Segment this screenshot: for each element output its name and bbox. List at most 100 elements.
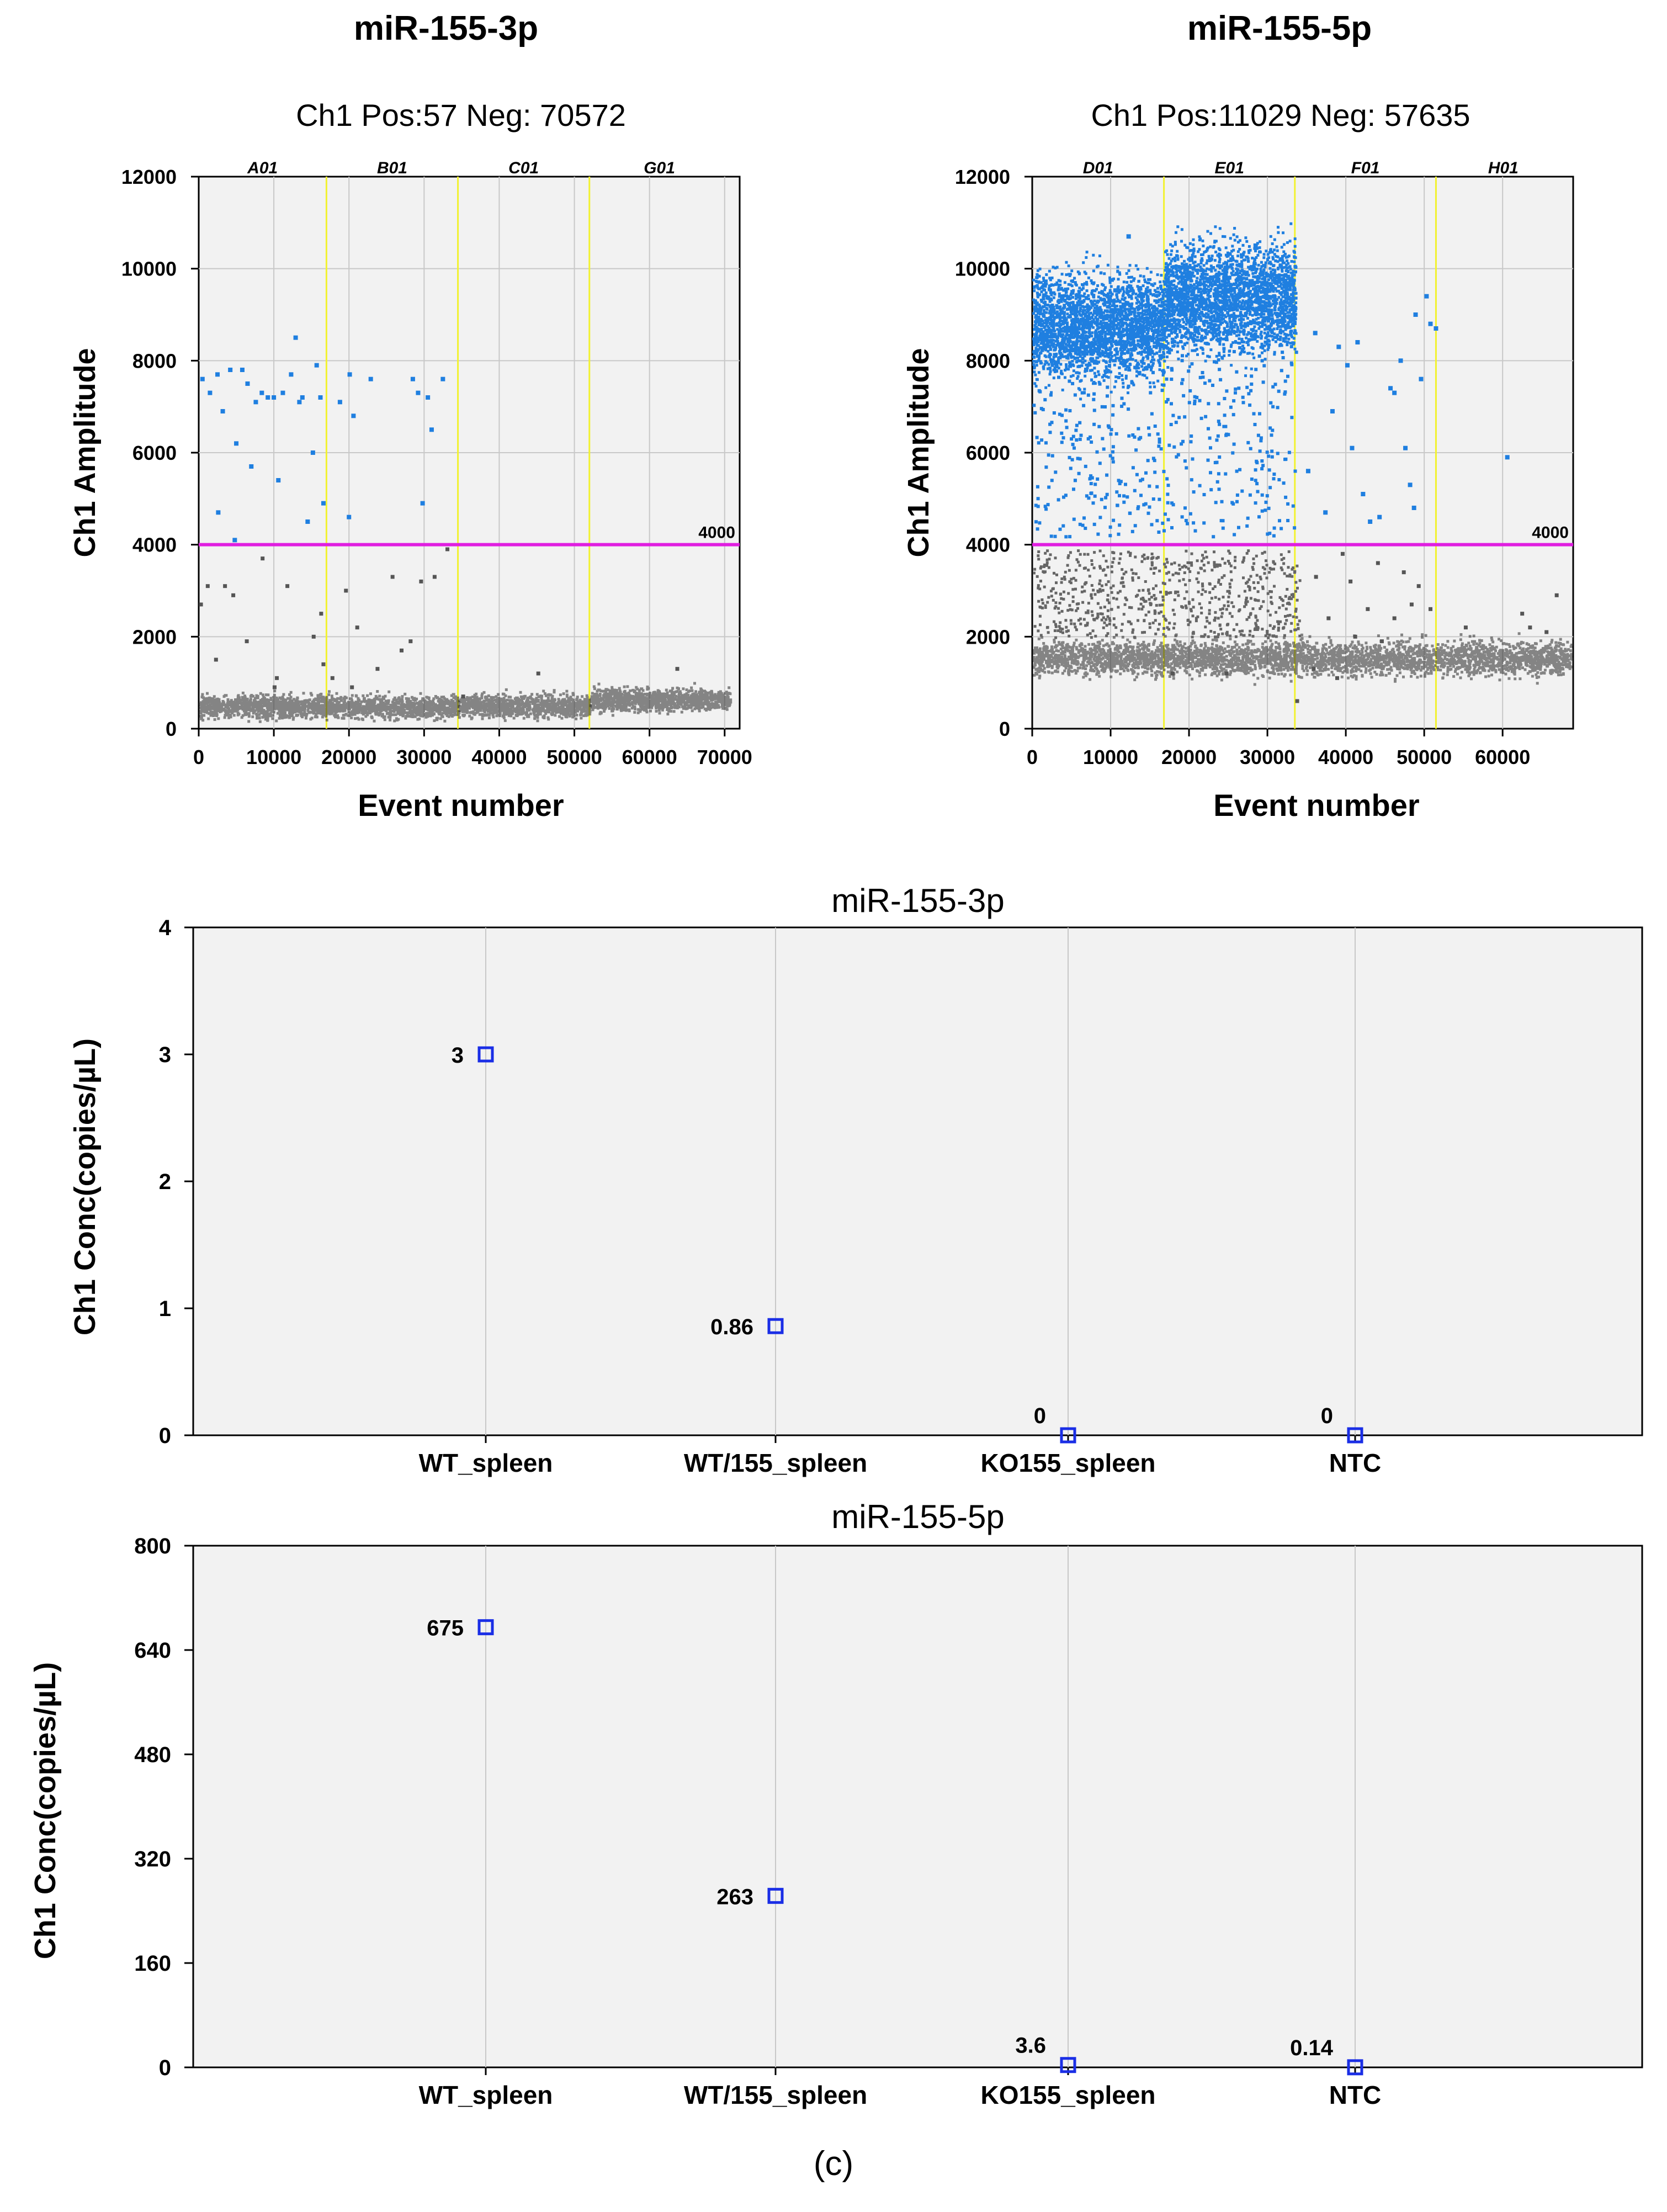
positive-droplet — [1361, 492, 1366, 496]
positive-droplet — [1279, 257, 1284, 262]
well-label: H01 — [1488, 159, 1519, 177]
positive-droplet — [1377, 514, 1382, 519]
well-label: D01 — [1083, 159, 1113, 177]
well-label: A01 — [247, 159, 278, 177]
data-label: 0 — [1321, 1404, 1333, 1428]
positive-droplet — [416, 390, 421, 395]
rain-droplet — [350, 685, 354, 689]
data-point — [1060, 1427, 1076, 1444]
rain-droplet — [214, 657, 218, 662]
positive-droplet — [1323, 510, 1328, 515]
rain-droplet — [461, 694, 465, 699]
positive-droplet — [293, 335, 298, 340]
positive-droplet — [1350, 445, 1355, 450]
rain-droplet — [330, 676, 335, 680]
rain-droplet — [1463, 625, 1468, 630]
rain-droplet — [1528, 625, 1532, 630]
y-tick-label: 0 — [159, 2056, 171, 2080]
rain-droplet — [445, 547, 450, 551]
well-label: B01 — [377, 159, 407, 177]
rain-droplet — [319, 612, 323, 616]
category-label: WT_spleen — [419, 1449, 553, 1477]
concentration-chart-3p: miR-155-3p 0 1 2 3 4 WT_spleen WT/155_spleen KO… — [68, 882, 1643, 1477]
positive-droplet — [1368, 519, 1373, 524]
rain-droplet — [231, 593, 236, 597]
rain-droplet — [432, 575, 437, 579]
rain-droplet — [261, 556, 265, 561]
positive-droplet — [1305, 469, 1310, 474]
positive-droplet — [1388, 386, 1393, 391]
negative-droplet-cluster — [199, 689, 461, 723]
data-label: 3.6 — [1015, 2034, 1046, 2058]
positive-droplet — [1313, 331, 1318, 336]
threshold-label: 4000 — [1532, 524, 1569, 542]
y-tick-label: 8000 — [132, 349, 177, 372]
y-tick-label: 320 — [134, 1847, 171, 1871]
rain-droplet — [1429, 607, 1433, 611]
positive-droplet — [1505, 455, 1510, 460]
y-tick-label: 12000 — [955, 166, 1010, 188]
y-tick-label: 0 — [999, 718, 1010, 740]
y-tick-label: 4000 — [966, 534, 1010, 556]
y-tick-label: 800 — [134, 1534, 171, 1558]
positive-droplet-tail — [1032, 333, 1167, 539]
rain-droplet — [1326, 616, 1331, 620]
positive-droplet — [200, 376, 205, 381]
positive-droplet — [321, 501, 326, 506]
x-tick-label: 40000 — [1318, 746, 1373, 768]
rain-droplet — [1376, 561, 1380, 565]
negative-droplet-cluster — [1032, 632, 1573, 686]
positive-droplet — [420, 501, 425, 506]
negative-droplet-cluster — [589, 682, 732, 717]
well-label: G01 — [644, 159, 675, 177]
rain-droplet — [1314, 575, 1318, 579]
positive-droplet — [1411, 506, 1416, 510]
data-point — [1347, 2059, 1363, 2076]
threshold-label: 4000 — [698, 524, 735, 542]
y-tick-label: 0 — [166, 718, 177, 740]
x-tick-label: 0 — [1027, 746, 1038, 768]
amplitude-chart-3p: miR-155-3p Ch1 Pos:57 Neg: 70572 A01 B01 C… — [68, 9, 752, 823]
positive-droplet — [249, 464, 254, 469]
positive-droplet-cluster — [1164, 222, 1298, 378]
rain-droplet — [1349, 579, 1353, 583]
data-point — [477, 1619, 494, 1636]
positive-droplet — [347, 514, 352, 519]
rain-droplet — [1353, 634, 1357, 639]
positive-droplet — [1355, 340, 1360, 344]
x-tick-label: 50000 — [547, 746, 602, 768]
x-tick-label: 30000 — [396, 746, 452, 768]
y-tick-label: 4 — [159, 916, 172, 940]
x-tick-label: 10000 — [246, 746, 301, 768]
positive-droplet — [310, 450, 315, 455]
plot-area — [192, 1545, 1643, 2068]
y-tick-label: 3 — [159, 1043, 171, 1067]
rain-droplet — [1340, 551, 1345, 556]
rain-droplet — [375, 667, 380, 671]
positive-droplet — [318, 395, 323, 400]
positive-droplet — [240, 368, 245, 372]
positive-droplet — [272, 395, 277, 400]
plot-area — [192, 926, 1643, 1436]
y-tick-label: 6000 — [132, 442, 177, 464]
rain-droplet — [1335, 676, 1339, 680]
rain-droplet — [223, 584, 227, 588]
y-axis-label: Ch1 Conc(copies/µL) — [68, 1038, 102, 1335]
positive-droplet — [234, 441, 239, 446]
chart-title: miR-155-5p — [1187, 9, 1372, 47]
rain-droplet — [536, 671, 540, 676]
rain-droplet — [419, 579, 423, 583]
chart-subtitle: Ch1 Pos:57 Neg: 70572 — [296, 98, 626, 132]
positive-droplet — [1413, 312, 1418, 317]
negative-droplet-cluster — [458, 688, 592, 723]
rain-droplet — [272, 685, 277, 689]
y-tick-label: 160 — [134, 1951, 171, 1976]
positive-droplet — [337, 400, 342, 405]
positive-droplet — [276, 478, 281, 482]
y-tick-label: 0 — [159, 1424, 171, 1448]
y-axis-label: Ch1 Amplitude — [902, 348, 935, 557]
rain-droplet — [355, 625, 359, 630]
rain-droplet — [1409, 602, 1414, 607]
x-tick-label: 30000 — [1240, 746, 1295, 768]
positive-droplet — [351, 413, 356, 418]
